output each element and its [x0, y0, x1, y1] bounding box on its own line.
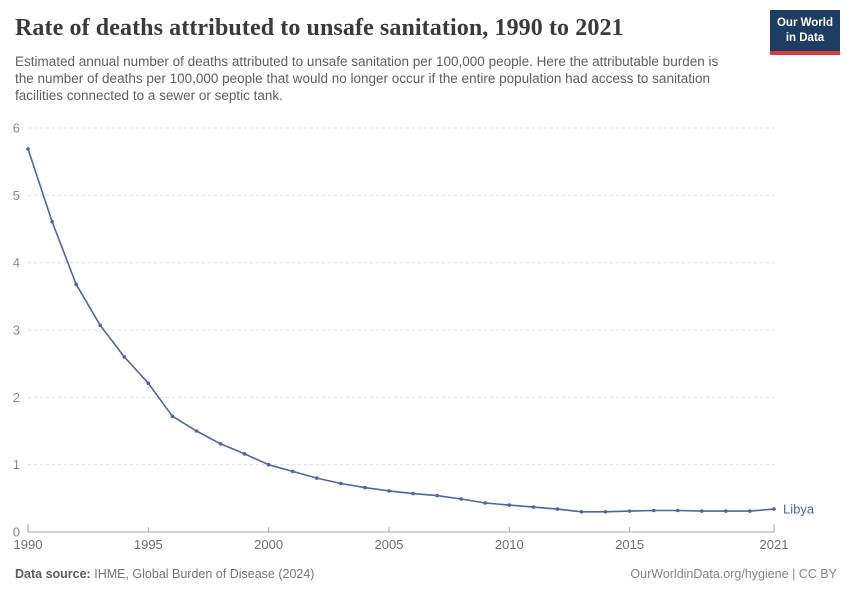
data-point[interactable] [242, 452, 247, 456]
data-point[interactable] [531, 505, 536, 509]
chart-subtitle: Estimated annual number of deaths attrib… [15, 54, 719, 103]
data-point[interactable] [218, 442, 223, 446]
data-point[interactable] [122, 355, 127, 359]
y-tick-label: 3 [13, 323, 20, 338]
data-point[interactable] [363, 485, 367, 490]
x-tick-label: 2010 [495, 537, 524, 552]
y-tick-label: 1 [13, 457, 20, 472]
data-point[interactable] [387, 489, 391, 493]
y-tick-label: 4 [13, 255, 20, 270]
y-tick-label: 0 [13, 525, 20, 540]
data-source-label: Data source: [15, 567, 91, 581]
x-axis-labels: 1990 1995 2000 2005 2010 2015 2021 [14, 537, 789, 552]
data-point[interactable] [675, 508, 680, 513]
data-point[interactable] [603, 510, 608, 514]
data-points[interactable] [26, 147, 776, 514]
data-point[interactable] [651, 508, 656, 513]
x-tick-label: 2000 [254, 537, 283, 552]
data-point[interactable] [700, 509, 704, 513]
data-point[interactable] [483, 501, 488, 505]
data-point[interactable] [266, 462, 271, 467]
data-point[interactable] [772, 507, 776, 511]
data-point[interactable] [74, 282, 78, 287]
data-point[interactable] [339, 481, 343, 486]
y-gridlines [28, 127, 774, 466]
x-tick-label: 2005 [375, 537, 404, 552]
owid-logo[interactable]: Our World in Data [770, 10, 840, 55]
series-label[interactable]: Libya [783, 502, 815, 517]
owid-logo-line2: in Data [785, 31, 825, 44]
data-point[interactable] [507, 503, 512, 507]
data-point[interactable] [748, 509, 752, 513]
y-tick-label: 6 [13, 121, 20, 136]
data-point[interactable] [411, 491, 415, 496]
data-line[interactable] [27, 148, 775, 513]
data-point[interactable] [194, 429, 199, 433]
x-tick-label: 2015 [615, 537, 644, 552]
data-point[interactable] [555, 507, 560, 511]
x-tick-label: 1990 [14, 537, 43, 552]
data-point[interactable] [290, 469, 295, 474]
page-title: Rate of deaths attributed to unsafe sani… [15, 15, 624, 41]
data-point[interactable] [50, 219, 54, 224]
series-end-label[interactable]: Libya [783, 502, 815, 517]
data-source: Data source: IHME, Global Burden of Dise… [15, 567, 314, 581]
page-footer: Data source: IHME, Global Burden of Dise… [15, 567, 837, 581]
data-point[interactable] [26, 147, 30, 151]
footer-link[interactable]: OurWorldinData.org/hygiene | CC BY [630, 567, 837, 581]
data-point[interactable] [627, 509, 632, 513]
data-point[interactable] [315, 476, 319, 480]
owid-logo-line1: Our World [776, 17, 833, 29]
x-tick-label: 2021 [760, 537, 789, 552]
data-source-value: IHME, Global Burden of Disease (2024) [94, 567, 315, 581]
data-point[interactable] [724, 509, 728, 513]
data-point[interactable] [98, 323, 102, 328]
data-point[interactable] [170, 414, 175, 419]
data-point[interactable] [435, 493, 439, 498]
y-axis-labels: 0 1 2 3 4 5 6 [13, 121, 20, 540]
data-point[interactable] [459, 497, 464, 501]
data-point[interactable] [579, 510, 584, 514]
line-series[interactable] [27, 148, 775, 513]
y-tick-label: 5 [13, 188, 20, 203]
data-point[interactable] [146, 381, 151, 386]
x-axis [27, 524, 775, 533]
y-tick-label: 2 [13, 390, 20, 405]
x-tick-label: 1995 [134, 537, 163, 552]
